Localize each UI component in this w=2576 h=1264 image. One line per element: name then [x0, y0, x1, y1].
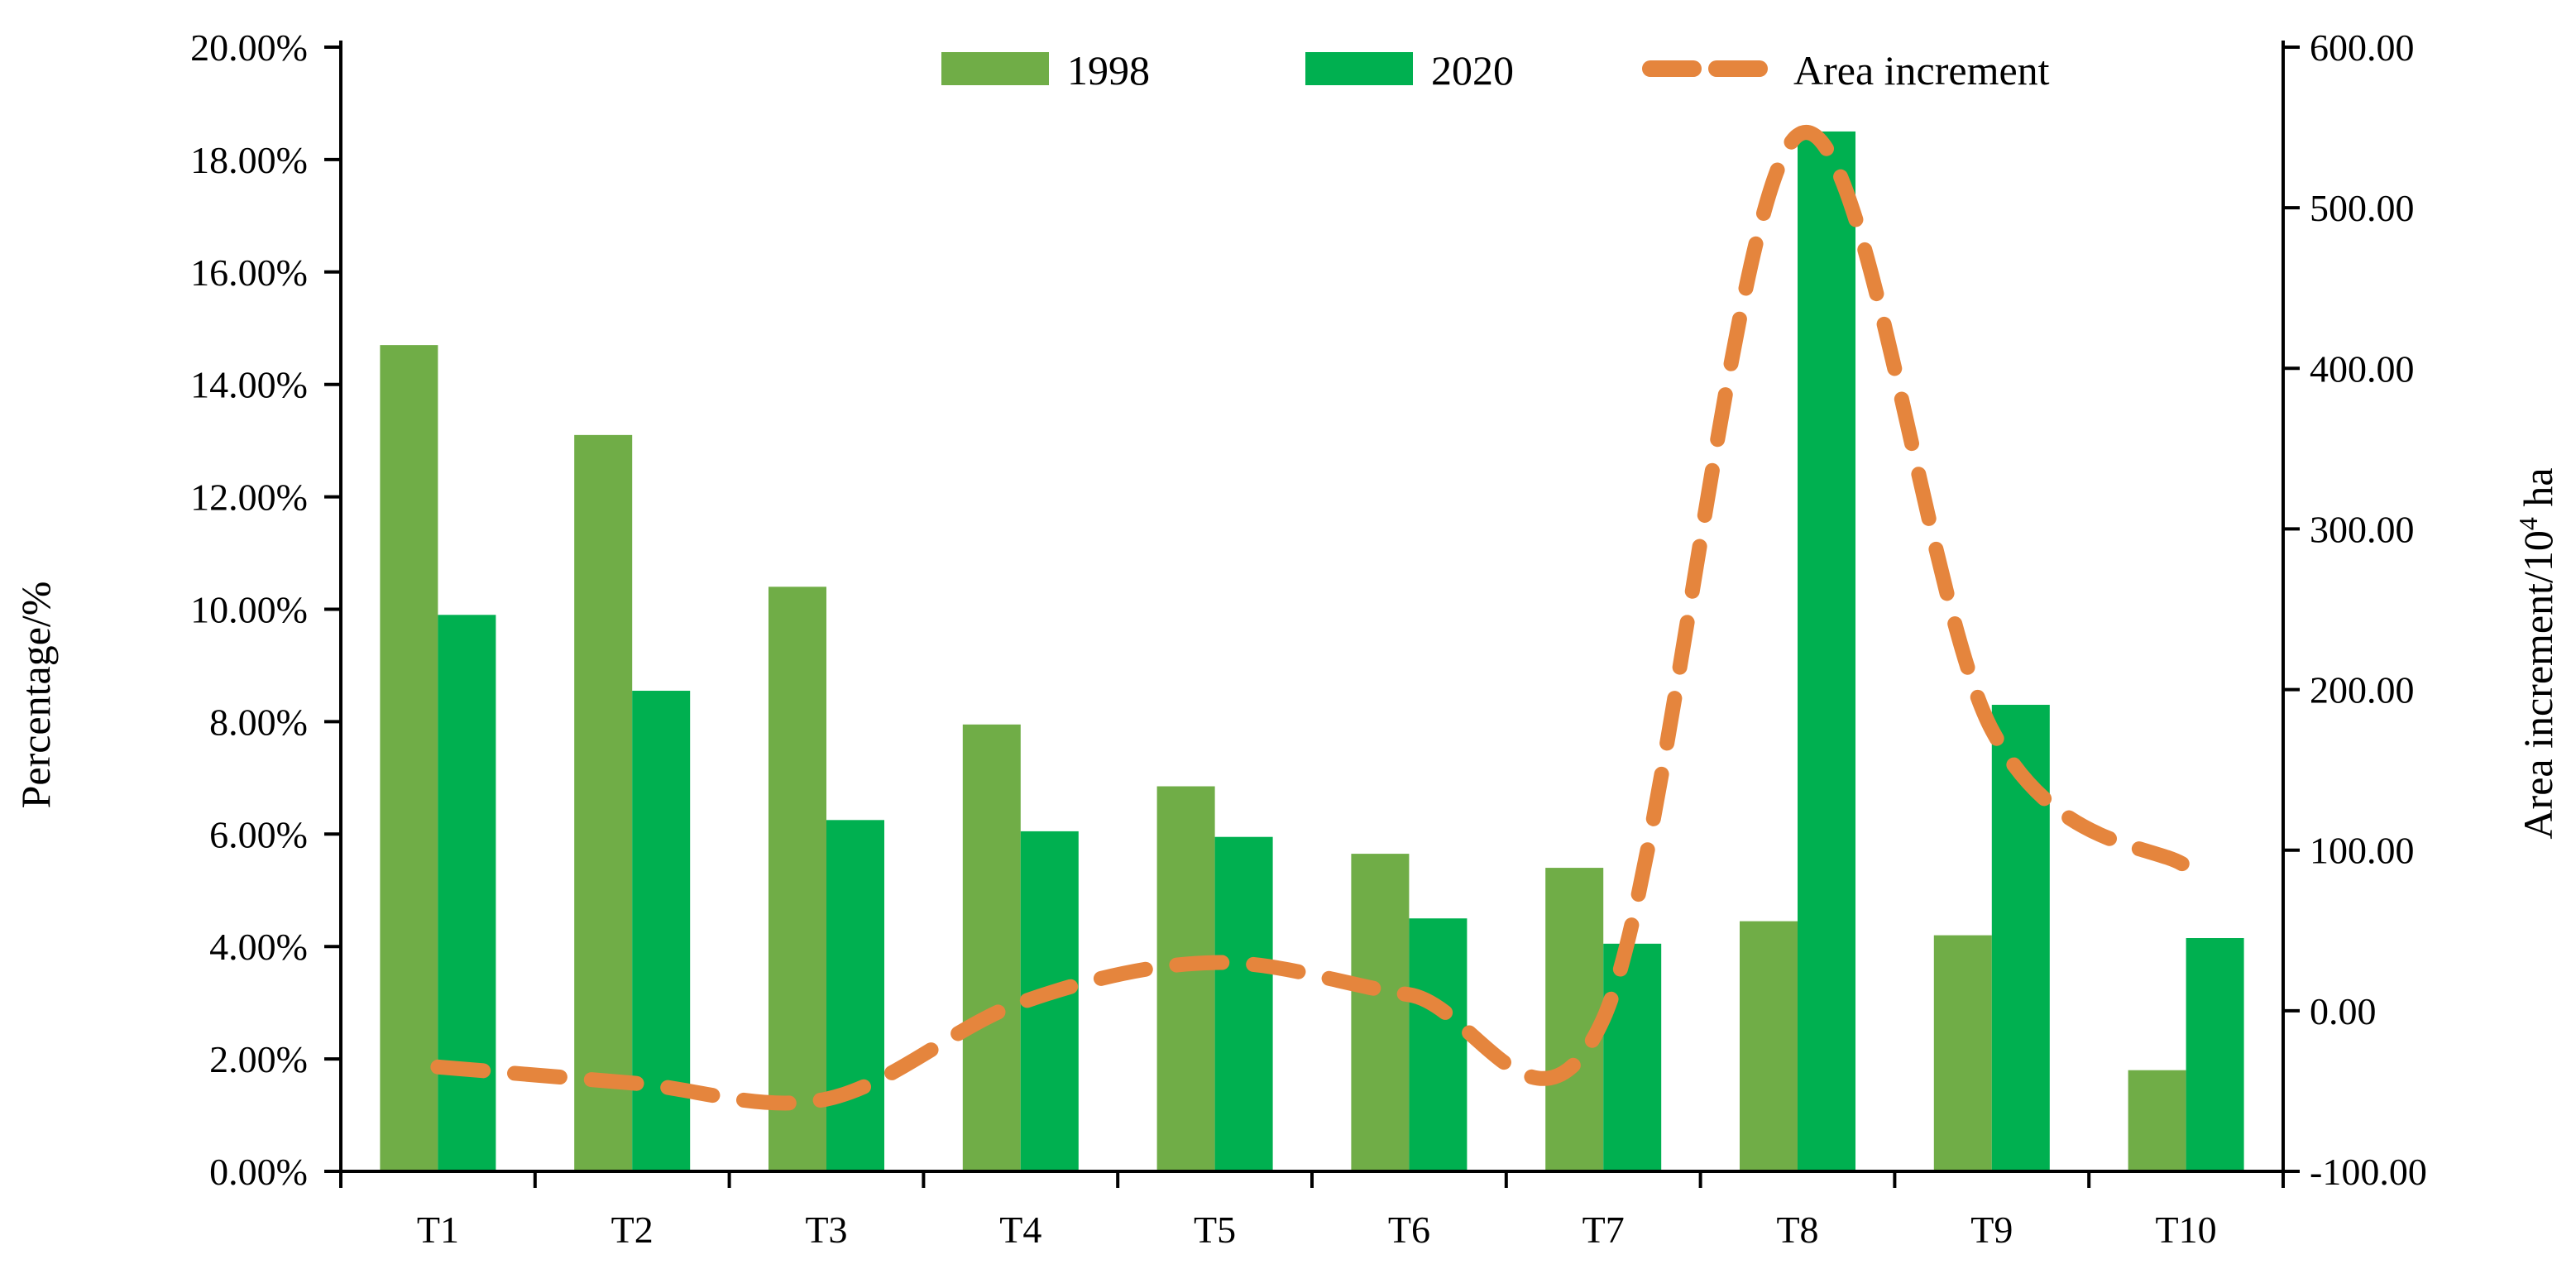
right-tick-label: 600.00: [2310, 26, 2415, 69]
left-tick-label: 14.00%: [190, 364, 308, 406]
x-axis-ticks: T1 T2 T3 T4 T5 T6 T7 T8 T9 T10: [417, 1209, 2217, 1251]
left-tick-label: 10.00%: [190, 589, 308, 631]
left-tick-label: 6.00%: [209, 813, 308, 855]
x-tick-label-T3: T3: [805, 1209, 847, 1251]
left-tick-label: 18.00%: [190, 139, 308, 181]
x-tick-label-T8: T8: [1776, 1209, 1818, 1251]
legend-swatch-1998: [941, 52, 1049, 85]
bar-1998-T5: [1156, 786, 1215, 1171]
right-tick-label: 200.00: [2310, 669, 2415, 711]
bar-1998-T4: [962, 724, 1021, 1171]
bar-2020-T5: [1214, 836, 1273, 1171]
left-tick-label: 8.00%: [209, 701, 308, 743]
bar-1998-T8: [1740, 921, 1798, 1171]
bar-1998-T9: [1933, 935, 1992, 1171]
bar-2020-T3: [826, 820, 884, 1171]
axes: [324, 41, 2300, 1188]
x-tick-label-T1: T1: [417, 1209, 459, 1251]
left-tick-label: 20.00%: [190, 26, 308, 69]
bar-2020-T2: [632, 691, 691, 1171]
left-axis-ticks: 0.00% 2.00% 4.00% 6.00% 8.00% 10.00% 12.00% 14.…: [190, 26, 308, 1193]
right-tick-label: 500.00: [2310, 187, 2415, 229]
line-layer: [430, 125, 2194, 1111]
right-axis-ticks: -100.00 0.00 100.00 200.00 300.00 400.00 500.0…: [2310, 26, 2427, 1193]
bar-2020-T6: [1409, 918, 1468, 1171]
right-axis-title-superscript: 4: [2513, 517, 2543, 530]
right-tick-label: 300.00: [2310, 508, 2415, 550]
x-tick-label-T7: T7: [1582, 1209, 1625, 1251]
legend-swatch-2020: [1305, 52, 1413, 85]
left-tick-label: 0.00%: [209, 1151, 308, 1193]
right-tick-label: 100.00: [2310, 830, 2415, 872]
x-tick-label-T2: T2: [611, 1209, 654, 1251]
bar-1998-T1: [380, 345, 438, 1171]
bar-1998-T2: [574, 434, 633, 1171]
bar-1998-T3: [768, 587, 826, 1171]
right-tick-label: 400.00: [2310, 347, 2415, 390]
bar-2020-T8: [1798, 131, 1855, 1171]
right-tick-label: -100.00: [2310, 1151, 2427, 1193]
bar-2020-T10: [2186, 938, 2244, 1171]
legend-label-area-increment: Area increment: [1793, 47, 2050, 93]
right-tick-label: 0.00: [2310, 990, 2377, 1032]
line-area-increment: [430, 125, 2194, 1111]
bar-1998-T6: [1351, 854, 1410, 1171]
bar-2020-T1: [438, 615, 496, 1171]
legend: 1998 2020 Area increment: [941, 47, 2050, 93]
x-tick-label-T4: T4: [999, 1209, 1041, 1251]
left-tick-label: 16.00%: [190, 251, 308, 294]
left-tick-label: 12.00%: [190, 476, 308, 519]
legend-label-2020: 2020: [1431, 47, 1514, 93]
x-tick-label-T6: T6: [1388, 1209, 1430, 1251]
right-axis-title-unit: ha: [2515, 467, 2561, 517]
bar-layer: [380, 131, 2244, 1171]
bar-1998-T10: [2128, 1070, 2186, 1171]
x-tick-label-T5: T5: [1194, 1209, 1236, 1251]
left-tick-label: 2.00%: [209, 1038, 308, 1080]
bar-1998-T7: [1545, 868, 1604, 1171]
x-tick-label-T10: T10: [2156, 1209, 2217, 1251]
bar-2020-T7: [1603, 943, 1662, 1171]
left-axis-title: Percentage/%: [12, 582, 59, 809]
left-tick-label: 4.00%: [209, 926, 308, 968]
right-axis-title-main: Area increment/10: [2515, 530, 2561, 839]
x-tick-label-T9: T9: [1970, 1209, 2013, 1251]
right-axis-title: Area increment/104 ha: [2513, 467, 2561, 839]
legend-label-1998: 1998: [1067, 47, 1150, 93]
